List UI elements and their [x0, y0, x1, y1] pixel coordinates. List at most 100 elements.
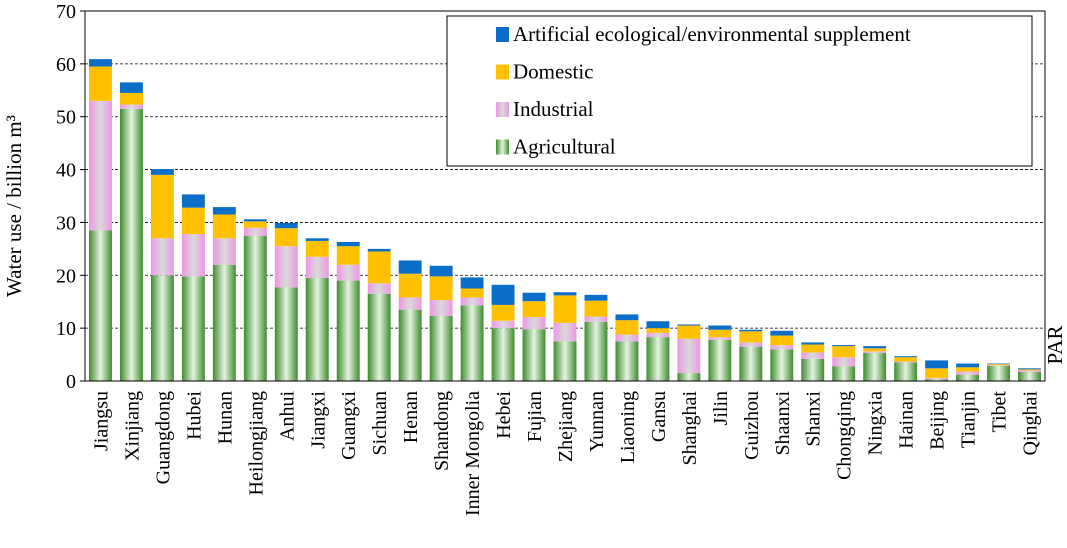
x-tick-label: Anhui [276, 391, 298, 441]
bar-segment-agricultural [460, 305, 484, 381]
y-axis-label: Water use / billion m³ [2, 115, 26, 297]
x-tick-label: Fujian [524, 391, 546, 442]
bar-segment-artificial [491, 284, 515, 305]
legend-label: Domestic [513, 60, 593, 84]
bar-segment-artificial [770, 330, 794, 336]
bar-segment-agricultural [739, 346, 763, 381]
bar-segment-domestic [553, 295, 577, 323]
x-tick-label: Zhejiang [555, 391, 577, 462]
bar-segment-industrial [274, 246, 298, 288]
legend: Artificial ecological/environmental supp… [446, 15, 1033, 167]
y-tick-label: 50 [56, 107, 76, 129]
bar-segment-agricultural [615, 341, 639, 381]
bar-segment-industrial [739, 342, 763, 347]
legend-label: Agricultural [513, 135, 616, 159]
bar-segment-agricultural [367, 293, 391, 381]
bar-segment-industrial [863, 351, 887, 353]
bar-segment-domestic [522, 301, 546, 318]
bar-segment-industrial [89, 100, 112, 231]
bar-segment-domestic [460, 288, 484, 298]
x-tick-label: Qinghai [1020, 391, 1042, 456]
bar-segment-artificial [677, 324, 701, 326]
legend-label: Artificial ecological/environmental supp… [513, 22, 911, 46]
bar-segment-artificial [336, 241, 360, 247]
bar-segment-agricultural [491, 328, 515, 381]
bar-segment-agricultural [894, 362, 918, 381]
bar-segment-industrial [243, 227, 267, 236]
bar-segment-domestic [181, 207, 205, 235]
x-tick-label: Jiangxi [307, 391, 329, 449]
bar-segment-artificial [708, 325, 732, 330]
bar-segment-agricultural [956, 374, 980, 381]
bar-segment-domestic [274, 228, 298, 247]
bar-segment-domestic [243, 221, 267, 228]
bar-segment-industrial [212, 238, 236, 265]
bar-segment-artificial [274, 222, 298, 229]
bar-segment-agricultural [181, 276, 205, 381]
bar-segment-agricultural [987, 365, 1011, 381]
bar-segment-industrial [336, 264, 360, 281]
x-tick-label: Xinjiang [121, 391, 143, 461]
bar-segment-domestic [894, 357, 918, 362]
bar-segment-agricultural [305, 277, 329, 381]
x-tick-label: Hubei [183, 391, 205, 440]
bar-segment-industrial [646, 332, 670, 338]
bar-segment-domestic [150, 174, 174, 239]
legend-swatch-domestic [496, 64, 509, 80]
bar-segment-domestic [89, 66, 112, 101]
bar-segment-agricultural [553, 341, 577, 381]
bar-segment-agricultural [925, 379, 949, 381]
y-tick-label: 0 [66, 371, 76, 393]
y-tick-label: 70 [56, 1, 76, 23]
bar-segment-artificial [956, 363, 980, 368]
x-tick-label: Liaoning [617, 391, 639, 463]
y-tick-label: 30 [56, 212, 76, 234]
bar-segment-domestic [1018, 369, 1041, 371]
bar-segment-domestic [305, 240, 329, 257]
bar-segment-agricultural [832, 366, 856, 381]
bar-segment-industrial [801, 352, 825, 359]
bar-segment-artificial [832, 345, 856, 347]
bar-segment-artificial [212, 207, 236, 215]
bar-segment-agricultural [863, 352, 887, 381]
x-tick-label: Inner Mongolia [462, 391, 484, 516]
bar-segment-artificial [243, 219, 267, 222]
bar-segment-agricultural [801, 358, 825, 381]
bar-segment-industrial [181, 234, 205, 277]
bar-segment-agricultural [212, 264, 236, 381]
y-tick-label: 40 [56, 160, 76, 182]
bar-segment-industrial [708, 337, 732, 340]
bar-segment-agricultural [1018, 372, 1041, 381]
bar-segment-industrial [429, 300, 453, 316]
bar-segment-artificial [150, 169, 174, 175]
legend-swatch-agricultural [496, 139, 509, 155]
bar-segment-artificial [987, 363, 1011, 365]
bar-segment-industrial [677, 338, 701, 374]
bar-segment-domestic [491, 304, 515, 321]
bar-segment-industrial [894, 361, 918, 363]
x-tick-label: Shanxi [803, 391, 825, 447]
bar-segment-domestic [212, 214, 236, 239]
bar-segment-artificial [305, 238, 329, 241]
bar-segment-industrial [832, 357, 856, 367]
bar-segment-industrial [925, 377, 949, 380]
bar-segment-industrial [367, 283, 391, 294]
bar-segment-artificial [522, 292, 546, 302]
bar-segment-agricultural [646, 337, 670, 381]
bar-segment-industrial [553, 322, 577, 342]
bar-segment-domestic [615, 320, 639, 335]
x-tick-label: Tianjin [958, 391, 980, 448]
bar-segment-agricultural [677, 373, 701, 381]
bar-segment-artificial [801, 342, 825, 345]
bar-segment-industrial [770, 345, 794, 350]
x-tick-label: Jilin [710, 391, 732, 425]
bar-segment-artificial [615, 314, 639, 321]
bar-segment-domestic [801, 344, 825, 353]
axes: 0 10 20 30 40 50 60 70 Jiangsu Xinjiang Guangdong H… [56, 1, 1046, 516]
bar-segment-domestic [336, 246, 360, 265]
bars [89, 59, 1041, 382]
legend-box [446, 15, 1033, 167]
bar-segment-industrial [119, 104, 143, 109]
bar-segment-agricultural [150, 275, 174, 381]
